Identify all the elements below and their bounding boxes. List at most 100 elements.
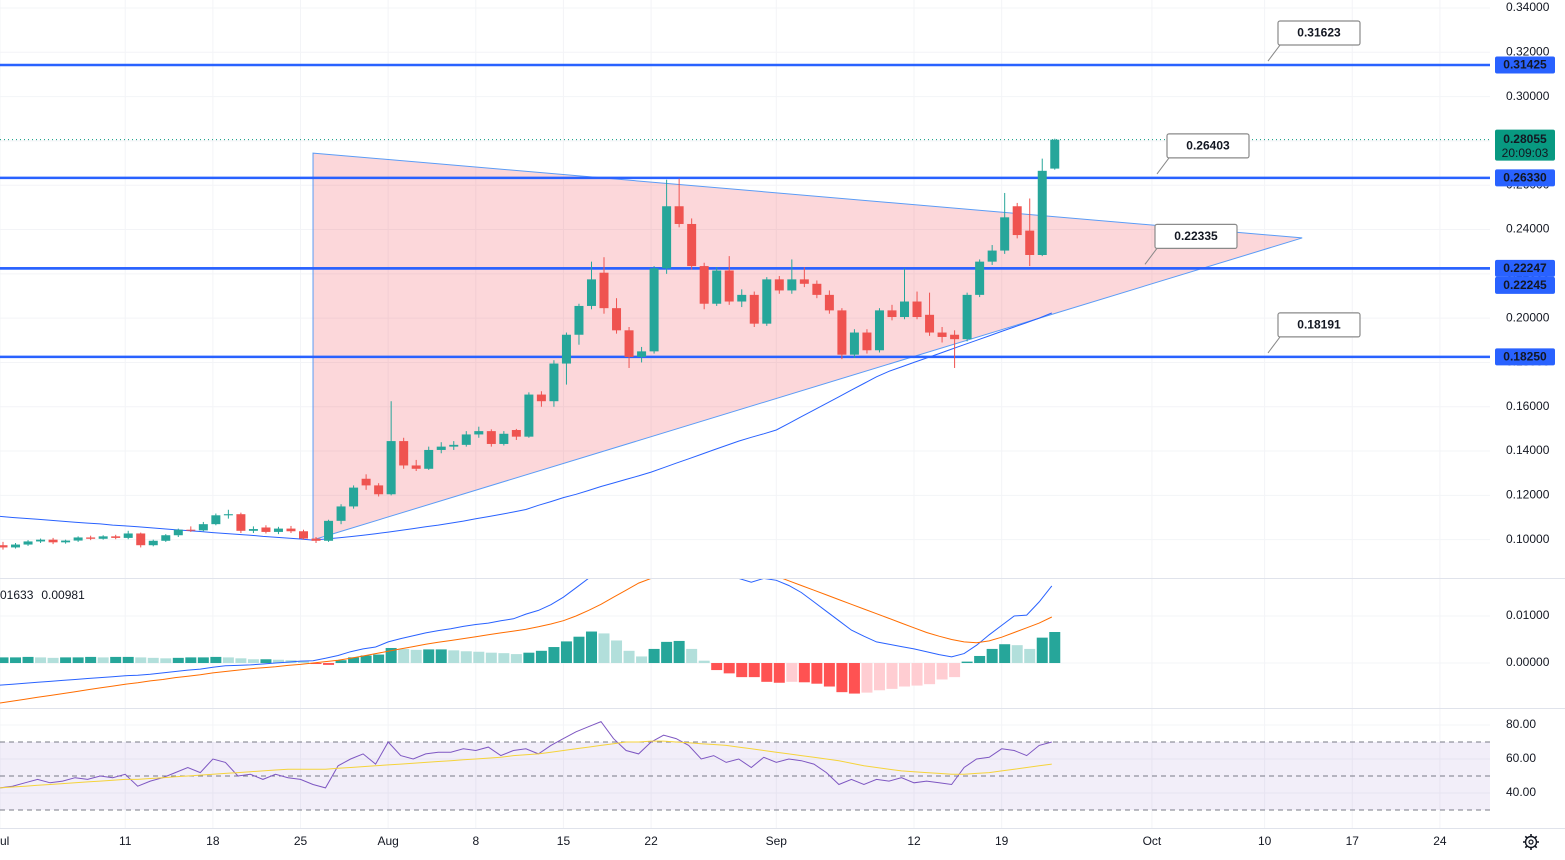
candle-body bbox=[925, 314, 935, 333]
candle-body bbox=[173, 529, 183, 536]
macd-line bbox=[0, 579, 1053, 704]
candle-body bbox=[649, 268, 659, 352]
candle-body bbox=[900, 301, 910, 318]
y-tick-label: 0.16000 bbox=[1506, 399, 1550, 413]
rsi-band bbox=[0, 741, 1490, 810]
candle-body bbox=[662, 206, 672, 269]
macd-histogram-bar bbox=[623, 650, 635, 664]
macd-histogram-bar bbox=[247, 659, 259, 664]
level-label: 0.18250 bbox=[1503, 350, 1547, 364]
y-tick-label: 0.12000 bbox=[1506, 488, 1550, 502]
macd-histogram-bar bbox=[323, 663, 335, 665]
x-tick-label: 25 bbox=[294, 834, 308, 848]
macd-histogram-bar bbox=[72, 657, 84, 664]
macd-histogram-bar bbox=[385, 647, 397, 664]
candle-body bbox=[461, 434, 471, 445]
x-tick-label: ul bbox=[0, 834, 9, 848]
level-label-box bbox=[1495, 169, 1555, 187]
candle-body bbox=[474, 431, 484, 435]
settings-icon[interactable] bbox=[1523, 834, 1539, 850]
candle-body bbox=[511, 430, 521, 437]
macd-histogram-bar bbox=[222, 657, 234, 664]
macd-histogram-bar bbox=[648, 648, 660, 664]
settings-teeth[interactable] bbox=[1523, 834, 1539, 850]
candle-body bbox=[211, 515, 221, 525]
macd-histogram-bar bbox=[873, 663, 885, 691]
macd-histogram-bar bbox=[10, 657, 22, 664]
macd-legend-value: 01633 bbox=[0, 588, 34, 602]
y-tick-label: 0.14000 bbox=[1506, 443, 1550, 457]
overlay: ul 11 18 25 Aug 8 15 22 Sep 12 19 Oct 10 17 24 0.10000 0… bbox=[0, 0, 1555, 848]
candle-body bbox=[374, 485, 384, 495]
settings-hub[interactable] bbox=[1528, 839, 1534, 845]
x-tick-label: 24 bbox=[1433, 834, 1447, 848]
macd-histogram-bar bbox=[786, 663, 798, 682]
macd-histogram-bar bbox=[135, 657, 147, 664]
price-pane bbox=[0, 63, 1490, 550]
callout-text: 0.18191 bbox=[1297, 318, 1341, 332]
callout-pointer bbox=[1267, 44, 1281, 62]
macd-histogram-bar bbox=[848, 663, 860, 694]
candle-body bbox=[186, 529, 196, 531]
macd-histogram-bar bbox=[97, 657, 109, 664]
y-tick-label: 0.34000 bbox=[1506, 0, 1550, 14]
macd-histogram-bar bbox=[272, 659, 284, 664]
macd-histogram-bar bbox=[448, 650, 460, 664]
macd-histogram-bar bbox=[373, 654, 385, 664]
candle-body bbox=[799, 279, 809, 284]
macd-histogram-bar bbox=[360, 655, 372, 664]
candle-body bbox=[549, 363, 559, 402]
macd-histogram-bar bbox=[861, 663, 873, 693]
callout-pointer bbox=[1267, 336, 1281, 354]
candle-body bbox=[874, 310, 884, 351]
macd-histogram-bar bbox=[1036, 637, 1048, 664]
macd-histogram-bar bbox=[335, 660, 347, 664]
x-tick-label: 8 bbox=[472, 834, 479, 848]
candle-body bbox=[48, 539, 58, 543]
macd-histogram-bar bbox=[473, 651, 485, 664]
candle-body bbox=[749, 294, 759, 324]
candle-body bbox=[950, 334, 960, 340]
candle-body bbox=[524, 394, 534, 437]
macd-histogram-bar bbox=[773, 663, 785, 683]
candle-body bbox=[1012, 206, 1022, 236]
grid bbox=[0, 0, 1490, 828]
x-tick-label: 11 bbox=[119, 834, 132, 848]
candle-body bbox=[349, 487, 359, 507]
candle-body bbox=[962, 294, 972, 340]
candle-body bbox=[248, 529, 258, 531]
candle-body bbox=[0, 545, 8, 548]
y-tick-label: 0.32000 bbox=[1506, 44, 1550, 58]
macd-histogram-bar bbox=[1049, 632, 1061, 664]
candle-body bbox=[824, 294, 834, 311]
y-tick-label: 40.00 bbox=[1506, 785, 1536, 799]
callout-pointer bbox=[1156, 157, 1170, 175]
x-tick-label: Oct bbox=[1143, 834, 1162, 848]
macd-histogram-bar bbox=[260, 659, 272, 664]
callout-box bbox=[1154, 223, 1238, 249]
candle-body bbox=[1050, 139, 1060, 169]
candle-body bbox=[624, 330, 634, 357]
macd-histogram-bar bbox=[535, 650, 547, 664]
macd-histogram-bar bbox=[423, 649, 435, 664]
macd-histogram-bar bbox=[911, 663, 923, 686]
macd-histogram-bar bbox=[585, 631, 597, 664]
macd-histogram-bar bbox=[711, 663, 723, 671]
last-price-box bbox=[1495, 129, 1555, 161]
candle-body bbox=[449, 444, 459, 447]
macd-histogram-bar bbox=[598, 633, 610, 664]
candle-body bbox=[111, 536, 121, 538]
candle-body bbox=[1000, 217, 1010, 251]
macd-histogram-bar bbox=[961, 661, 973, 664]
candle-body bbox=[23, 541, 33, 545]
macd-histogram-bar bbox=[122, 656, 134, 664]
candle-body bbox=[849, 332, 859, 355]
callout-pointer bbox=[1144, 248, 1158, 265]
callout-box bbox=[1277, 20, 1361, 46]
candle-body bbox=[536, 394, 546, 402]
rsi-pane bbox=[0, 720, 1490, 811]
candle-body bbox=[361, 478, 371, 486]
candle-body bbox=[887, 310, 897, 318]
